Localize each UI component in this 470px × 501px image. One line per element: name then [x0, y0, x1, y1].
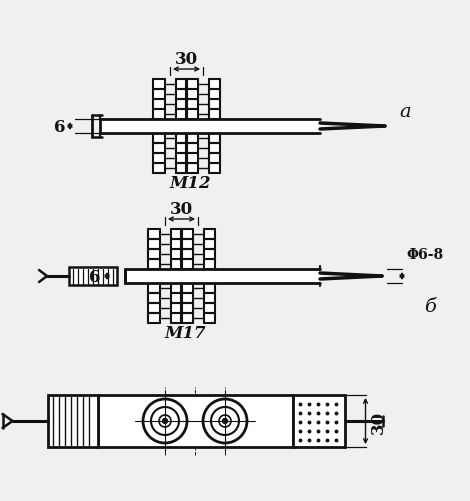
Polygon shape: [148, 304, 182, 313]
Polygon shape: [125, 270, 320, 284]
Polygon shape: [153, 100, 187, 110]
Circle shape: [143, 399, 187, 443]
Text: 30: 30: [175, 52, 198, 68]
Polygon shape: [148, 294, 182, 304]
Polygon shape: [100, 120, 320, 134]
Polygon shape: [153, 134, 187, 144]
Polygon shape: [148, 229, 182, 239]
Polygon shape: [181, 304, 215, 313]
Text: 6: 6: [89, 268, 101, 285]
Polygon shape: [181, 239, 215, 249]
Polygon shape: [148, 260, 182, 270]
Text: M12: M12: [169, 175, 211, 192]
Text: M17: M17: [164, 325, 206, 342]
Polygon shape: [186, 90, 220, 100]
Text: 6: 6: [54, 118, 66, 135]
Polygon shape: [181, 229, 215, 239]
Polygon shape: [181, 260, 215, 270]
Polygon shape: [153, 144, 187, 154]
Text: Φ6-8: Φ6-8: [407, 247, 444, 262]
Polygon shape: [181, 294, 215, 304]
Polygon shape: [153, 154, 187, 164]
Polygon shape: [148, 284, 182, 294]
Polygon shape: [148, 313, 182, 323]
Polygon shape: [186, 164, 220, 174]
Bar: [97, 395, 292, 447]
Polygon shape: [186, 80, 220, 90]
Polygon shape: [181, 249, 215, 260]
Polygon shape: [153, 90, 187, 100]
Text: 30: 30: [170, 201, 193, 218]
Text: б: б: [424, 298, 436, 315]
Circle shape: [222, 419, 227, 424]
Polygon shape: [148, 249, 182, 260]
Bar: [69, 268, 117, 286]
Polygon shape: [181, 313, 215, 323]
Polygon shape: [186, 154, 220, 164]
Polygon shape: [153, 110, 187, 120]
Text: 30: 30: [370, 410, 387, 433]
Bar: [47, 395, 97, 447]
Circle shape: [163, 419, 167, 424]
Bar: [292, 395, 345, 447]
Polygon shape: [186, 110, 220, 120]
Text: a: a: [399, 103, 411, 121]
Polygon shape: [153, 80, 187, 90]
Polygon shape: [186, 144, 220, 154]
Polygon shape: [186, 134, 220, 144]
Polygon shape: [186, 100, 220, 110]
Polygon shape: [181, 284, 215, 294]
Polygon shape: [153, 164, 187, 174]
Circle shape: [203, 399, 247, 443]
Polygon shape: [148, 239, 182, 249]
